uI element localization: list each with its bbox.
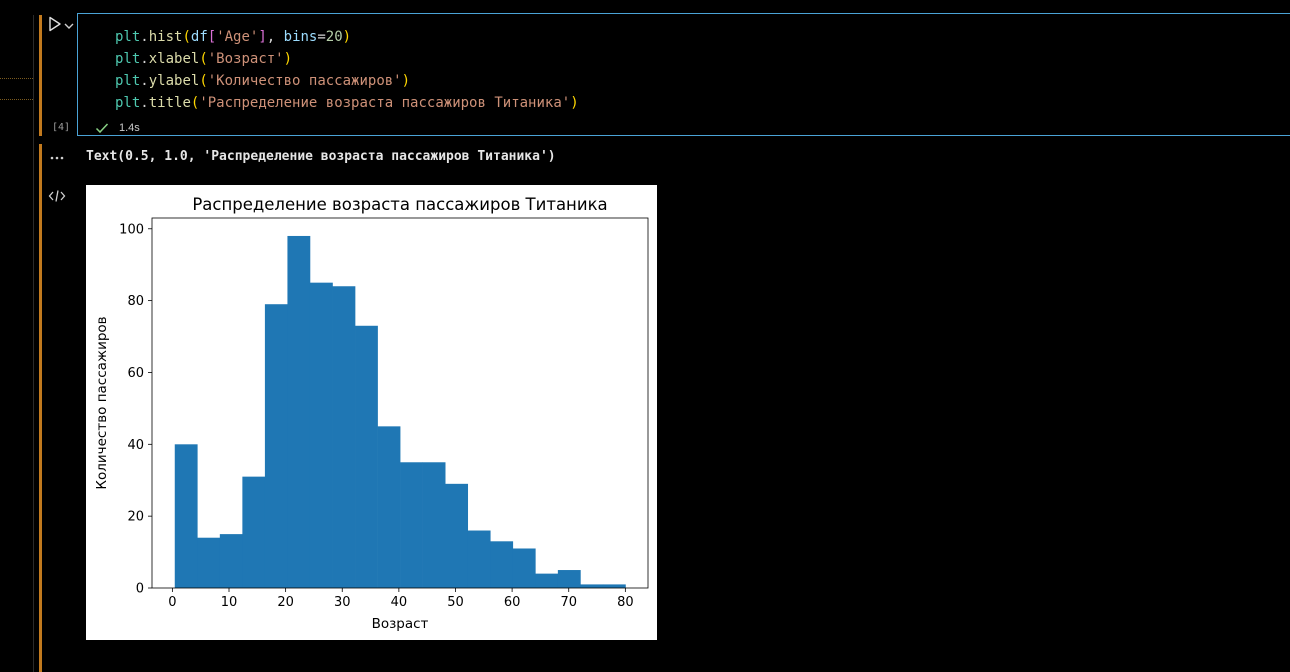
code-token: . [140, 95, 149, 111]
code-cell-editor[interactable] [77, 13, 1290, 136]
x-tick-label: 0 [168, 595, 176, 610]
histogram-bar [400, 462, 423, 588]
execution-count: [4] [52, 122, 71, 133]
run-options-button[interactable] [63, 17, 75, 29]
code-token: ( [190, 95, 200, 111]
code-token: 'Распределение возраста пассажиров Титан… [199, 95, 571, 111]
code-line[interactable]: plt.ylabel('Количество пассажиров') [115, 70, 579, 92]
code-line[interactable]: plt.xlabel('Возраст') [115, 48, 579, 70]
code-token: . [140, 51, 149, 67]
histogram-bar [332, 286, 356, 588]
histogram-bar [512, 548, 536, 588]
plot-frame [151, 217, 649, 589]
check-icon [95, 123, 109, 134]
gutter-marker [0, 99, 33, 100]
x-tick-label: 50 [447, 595, 464, 610]
code-icon [48, 190, 66, 202]
code-token: ( [199, 73, 208, 89]
y-tick-label: 60 [127, 366, 144, 381]
histogram-bar [355, 325, 378, 588]
code-lines[interactable]: plt.hist(df['Age'], bins=20) plt.xlabel('… [115, 26, 579, 114]
output-text: Text(0.5, 1.0, 'Распределение возраста п… [86, 149, 556, 164]
histogram-bar [174, 444, 198, 588]
x-tick-label: 10 [221, 595, 238, 610]
code-token: bins [283, 29, 318, 45]
code-token: 'Возраст' [207, 51, 284, 67]
x-tick-label: 20 [277, 595, 294, 610]
play-icon [49, 16, 61, 32]
histogram-bar [219, 534, 243, 588]
ellipsis-icon [50, 156, 64, 160]
x-tick-label: 30 [334, 595, 351, 610]
histogram-bar [377, 426, 401, 588]
y-tick-label: 80 [127, 294, 144, 309]
histogram-bar [535, 573, 559, 588]
code-token: ( [199, 51, 208, 67]
x-tick-label: 40 [391, 595, 408, 610]
histogram-bar [557, 570, 581, 588]
code-token: 'Количество пассажиров' [207, 73, 402, 89]
code-token: ( [182, 29, 191, 45]
histogram-chart: 0 10 20 30 40 50 60 70 80 0 20 40 60 80 100 Распределен… [94, 195, 649, 632]
code-line[interactable]: plt.title('Распределение возраста пассаж… [115, 92, 579, 114]
output-focus-indicator [39, 144, 42, 672]
histogram-bar [287, 235, 311, 588]
x-tick-label: 70 [560, 595, 577, 610]
code-token: plt [115, 95, 141, 111]
gutter-marker [0, 78, 33, 79]
run-cell-button[interactable] [46, 15, 64, 33]
execution-status: 1.4s [95, 120, 140, 136]
histogram-bar [264, 304, 288, 588]
code-token: df [190, 29, 208, 45]
output-actions-button[interactable] [49, 150, 67, 164]
code-token: 'Age' [216, 29, 259, 45]
y-tick-label: 40 [127, 438, 144, 453]
histogram-bar [467, 530, 491, 588]
chevron-down-icon [64, 23, 74, 29]
gutter-divider [33, 15, 34, 672]
code-token: ) [342, 29, 352, 45]
histogram-bar [490, 541, 514, 588]
y-tick-label: 0 [136, 582, 144, 597]
histogram-bar [580, 584, 604, 588]
y-axis-label: Количество пассажиров [94, 316, 110, 489]
histogram-bar [309, 282, 333, 588]
code-token: , [266, 29, 284, 45]
code-token: ylabel [148, 73, 200, 89]
code-token: plt [115, 29, 141, 45]
code-line[interactable]: plt.hist(df['Age'], bins=20) [115, 26, 579, 48]
plot-output: 0 10 20 30 40 50 60 70 80 0 20 40 60 80 100 Распределен… [86, 185, 657, 640]
code-token: . [140, 29, 149, 45]
code-token: ) [401, 73, 411, 89]
code-token: hist [148, 29, 183, 45]
y-tick-label: 100 [119, 222, 144, 237]
code-token: [ [207, 29, 217, 45]
histogram-bar [242, 476, 266, 588]
code-token: plt [115, 73, 141, 89]
x-tick-label: 80 [617, 595, 634, 610]
code-token: xlabel [148, 51, 200, 67]
chart-title: Распределение возраста пассажиров Титани… [192, 195, 607, 214]
x-axis-label: Возраст [372, 616, 429, 632]
code-token: 20 [325, 29, 343, 45]
x-tick-label: 60 [504, 595, 521, 610]
code-token: plt [115, 51, 141, 67]
code-token: ) [570, 95, 579, 111]
histogram-bar [422, 462, 446, 588]
histogram-bar [445, 483, 469, 588]
histogram-bar [197, 537, 221, 588]
cell-focus-indicator [39, 15, 42, 136]
code-token: ] [258, 29, 267, 45]
code-token: ) [283, 51, 293, 67]
code-token: = [317, 29, 326, 45]
execution-time: 1.4s [119, 122, 140, 134]
change-renderer-button[interactable] [48, 188, 66, 204]
y-tick-label: 20 [127, 510, 144, 525]
histogram-bar [602, 584, 626, 588]
code-token: title [148, 95, 191, 111]
code-token: . [140, 73, 149, 89]
